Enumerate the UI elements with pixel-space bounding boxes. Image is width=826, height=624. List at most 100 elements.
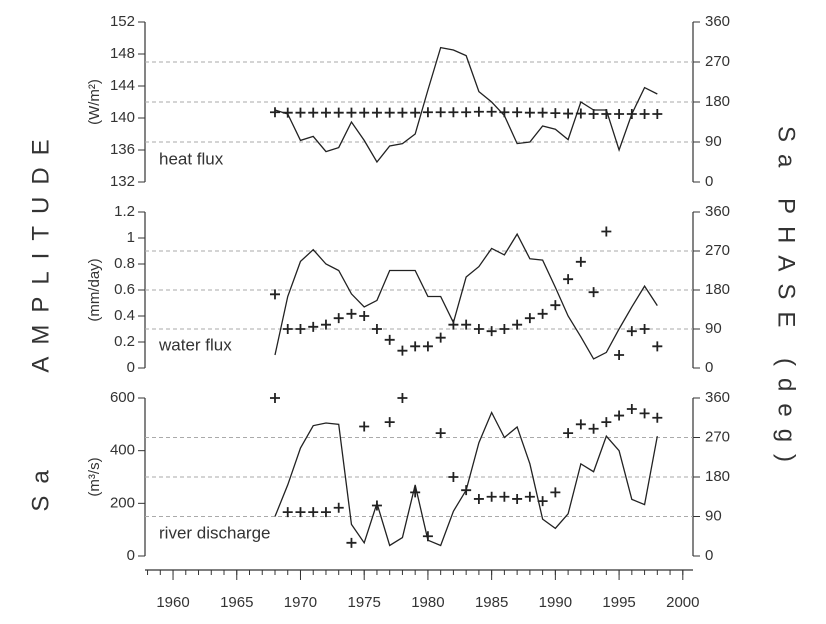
y2-tick-label: 360 xyxy=(705,13,730,30)
y-tick-label: 400 xyxy=(110,442,135,459)
phase-marker xyxy=(320,507,331,518)
phase-marker xyxy=(448,107,459,118)
phase-marker xyxy=(346,107,357,118)
x-tick-label: 1965 xyxy=(220,594,253,611)
phase-marker xyxy=(333,313,344,324)
x-tick-label: 2000 xyxy=(666,594,699,611)
y2-tick-label: 90 xyxy=(705,133,722,150)
y2-tick-label: 270 xyxy=(705,53,730,70)
phase-marker xyxy=(626,109,637,119)
y-tick-label: 0.4 xyxy=(114,307,135,324)
phase-marker xyxy=(397,393,408,403)
phase-marker xyxy=(359,421,370,432)
phase-marker xyxy=(652,109,663,119)
phase-marker xyxy=(486,326,497,337)
phase-marker xyxy=(295,324,306,334)
y2-tick-label: 270 xyxy=(705,242,730,259)
y-tick-label: 140 xyxy=(110,109,135,126)
y2-tick-label: 0 xyxy=(705,359,713,376)
y-tick-label: 200 xyxy=(110,494,135,511)
phase-marker xyxy=(461,107,472,118)
phase-marker xyxy=(550,300,561,311)
y-axis-title: (mm/day) xyxy=(86,258,103,321)
x-tick-label: 1990 xyxy=(539,594,572,611)
phase-marker xyxy=(384,417,395,428)
phase-marker xyxy=(499,324,510,334)
phase-marker xyxy=(473,106,484,117)
x-tick-label: 1975 xyxy=(348,594,381,611)
right-label: Sa PHASE (deg) xyxy=(773,126,800,474)
phase-marker xyxy=(486,491,497,502)
phase-marker xyxy=(499,491,510,502)
y-tick-label: 0.2 xyxy=(114,333,135,350)
phase-marker xyxy=(295,507,306,518)
phase-marker xyxy=(269,393,280,403)
phase-marker xyxy=(486,106,497,117)
phase-marker xyxy=(308,321,319,332)
phase-marker xyxy=(473,493,484,504)
phase-marker xyxy=(524,313,535,324)
phase-marker xyxy=(512,319,523,330)
phase-marker xyxy=(320,107,331,118)
y-axis-title: (m³/s) xyxy=(86,457,103,496)
phase-marker xyxy=(397,107,408,118)
phase-marker xyxy=(397,345,408,356)
phase-marker xyxy=(282,507,293,518)
phase-marker xyxy=(652,412,663,423)
phase-marker xyxy=(626,326,637,337)
phase-marker xyxy=(422,531,433,542)
y2-tick-label: 270 xyxy=(705,428,730,445)
phase-marker xyxy=(461,319,472,330)
phase-marker xyxy=(320,319,331,330)
phase-marker xyxy=(537,107,548,118)
left-label-2: Sa xyxy=(27,458,54,511)
phase-marker xyxy=(614,109,625,119)
phase-marker xyxy=(295,107,306,118)
phase-marker xyxy=(308,107,319,118)
panel-label: water flux xyxy=(158,335,232,354)
y2-tick-label: 90 xyxy=(705,507,722,524)
y-tick-label: 1.2 xyxy=(114,203,135,220)
y-tick-label: 600 xyxy=(110,389,135,406)
x-tick-label: 1995 xyxy=(602,594,635,611)
phase-marker xyxy=(473,324,484,334)
phase-marker xyxy=(499,107,510,118)
phase-marker xyxy=(537,308,548,319)
y-tick-label: 0.8 xyxy=(114,255,135,272)
phase-marker xyxy=(346,537,357,548)
amplitude-line xyxy=(274,410,658,547)
phase-marker xyxy=(422,107,433,118)
phase-marker xyxy=(435,332,446,343)
y2-tick-label: 180 xyxy=(705,468,730,485)
phase-marker xyxy=(550,487,561,498)
phase-marker xyxy=(435,428,446,439)
y-tick-label: 1 xyxy=(127,229,135,246)
phase-marker xyxy=(588,109,599,119)
phase-marker xyxy=(371,500,382,511)
phase-marker xyxy=(563,428,574,439)
phase-marker xyxy=(448,472,459,482)
y2-tick-label: 90 xyxy=(705,320,722,337)
phase-marker xyxy=(639,408,650,419)
phase-marker xyxy=(575,256,586,267)
y-tick-label: 132 xyxy=(110,173,135,190)
phase-marker xyxy=(512,493,523,504)
phase-marker xyxy=(333,502,344,513)
phase-marker xyxy=(639,109,650,119)
phase-marker xyxy=(614,350,625,360)
phase-marker xyxy=(410,487,421,498)
panel-label: river discharge xyxy=(159,523,271,542)
y2-tick-label: 360 xyxy=(705,389,730,406)
amplitude-line xyxy=(274,232,658,360)
phase-marker xyxy=(601,109,612,119)
x-tick-label: 1970 xyxy=(284,594,317,611)
phase-marker xyxy=(550,108,561,119)
phase-marker xyxy=(575,419,586,430)
y-tick-label: 0.6 xyxy=(114,281,135,298)
y-tick-label: 152 xyxy=(110,13,135,30)
phase-marker xyxy=(537,496,548,507)
x-tick-label: 1980 xyxy=(411,594,444,611)
y2-tick-label: 180 xyxy=(705,281,730,298)
phase-marker xyxy=(652,341,663,352)
phase-marker xyxy=(371,324,382,334)
